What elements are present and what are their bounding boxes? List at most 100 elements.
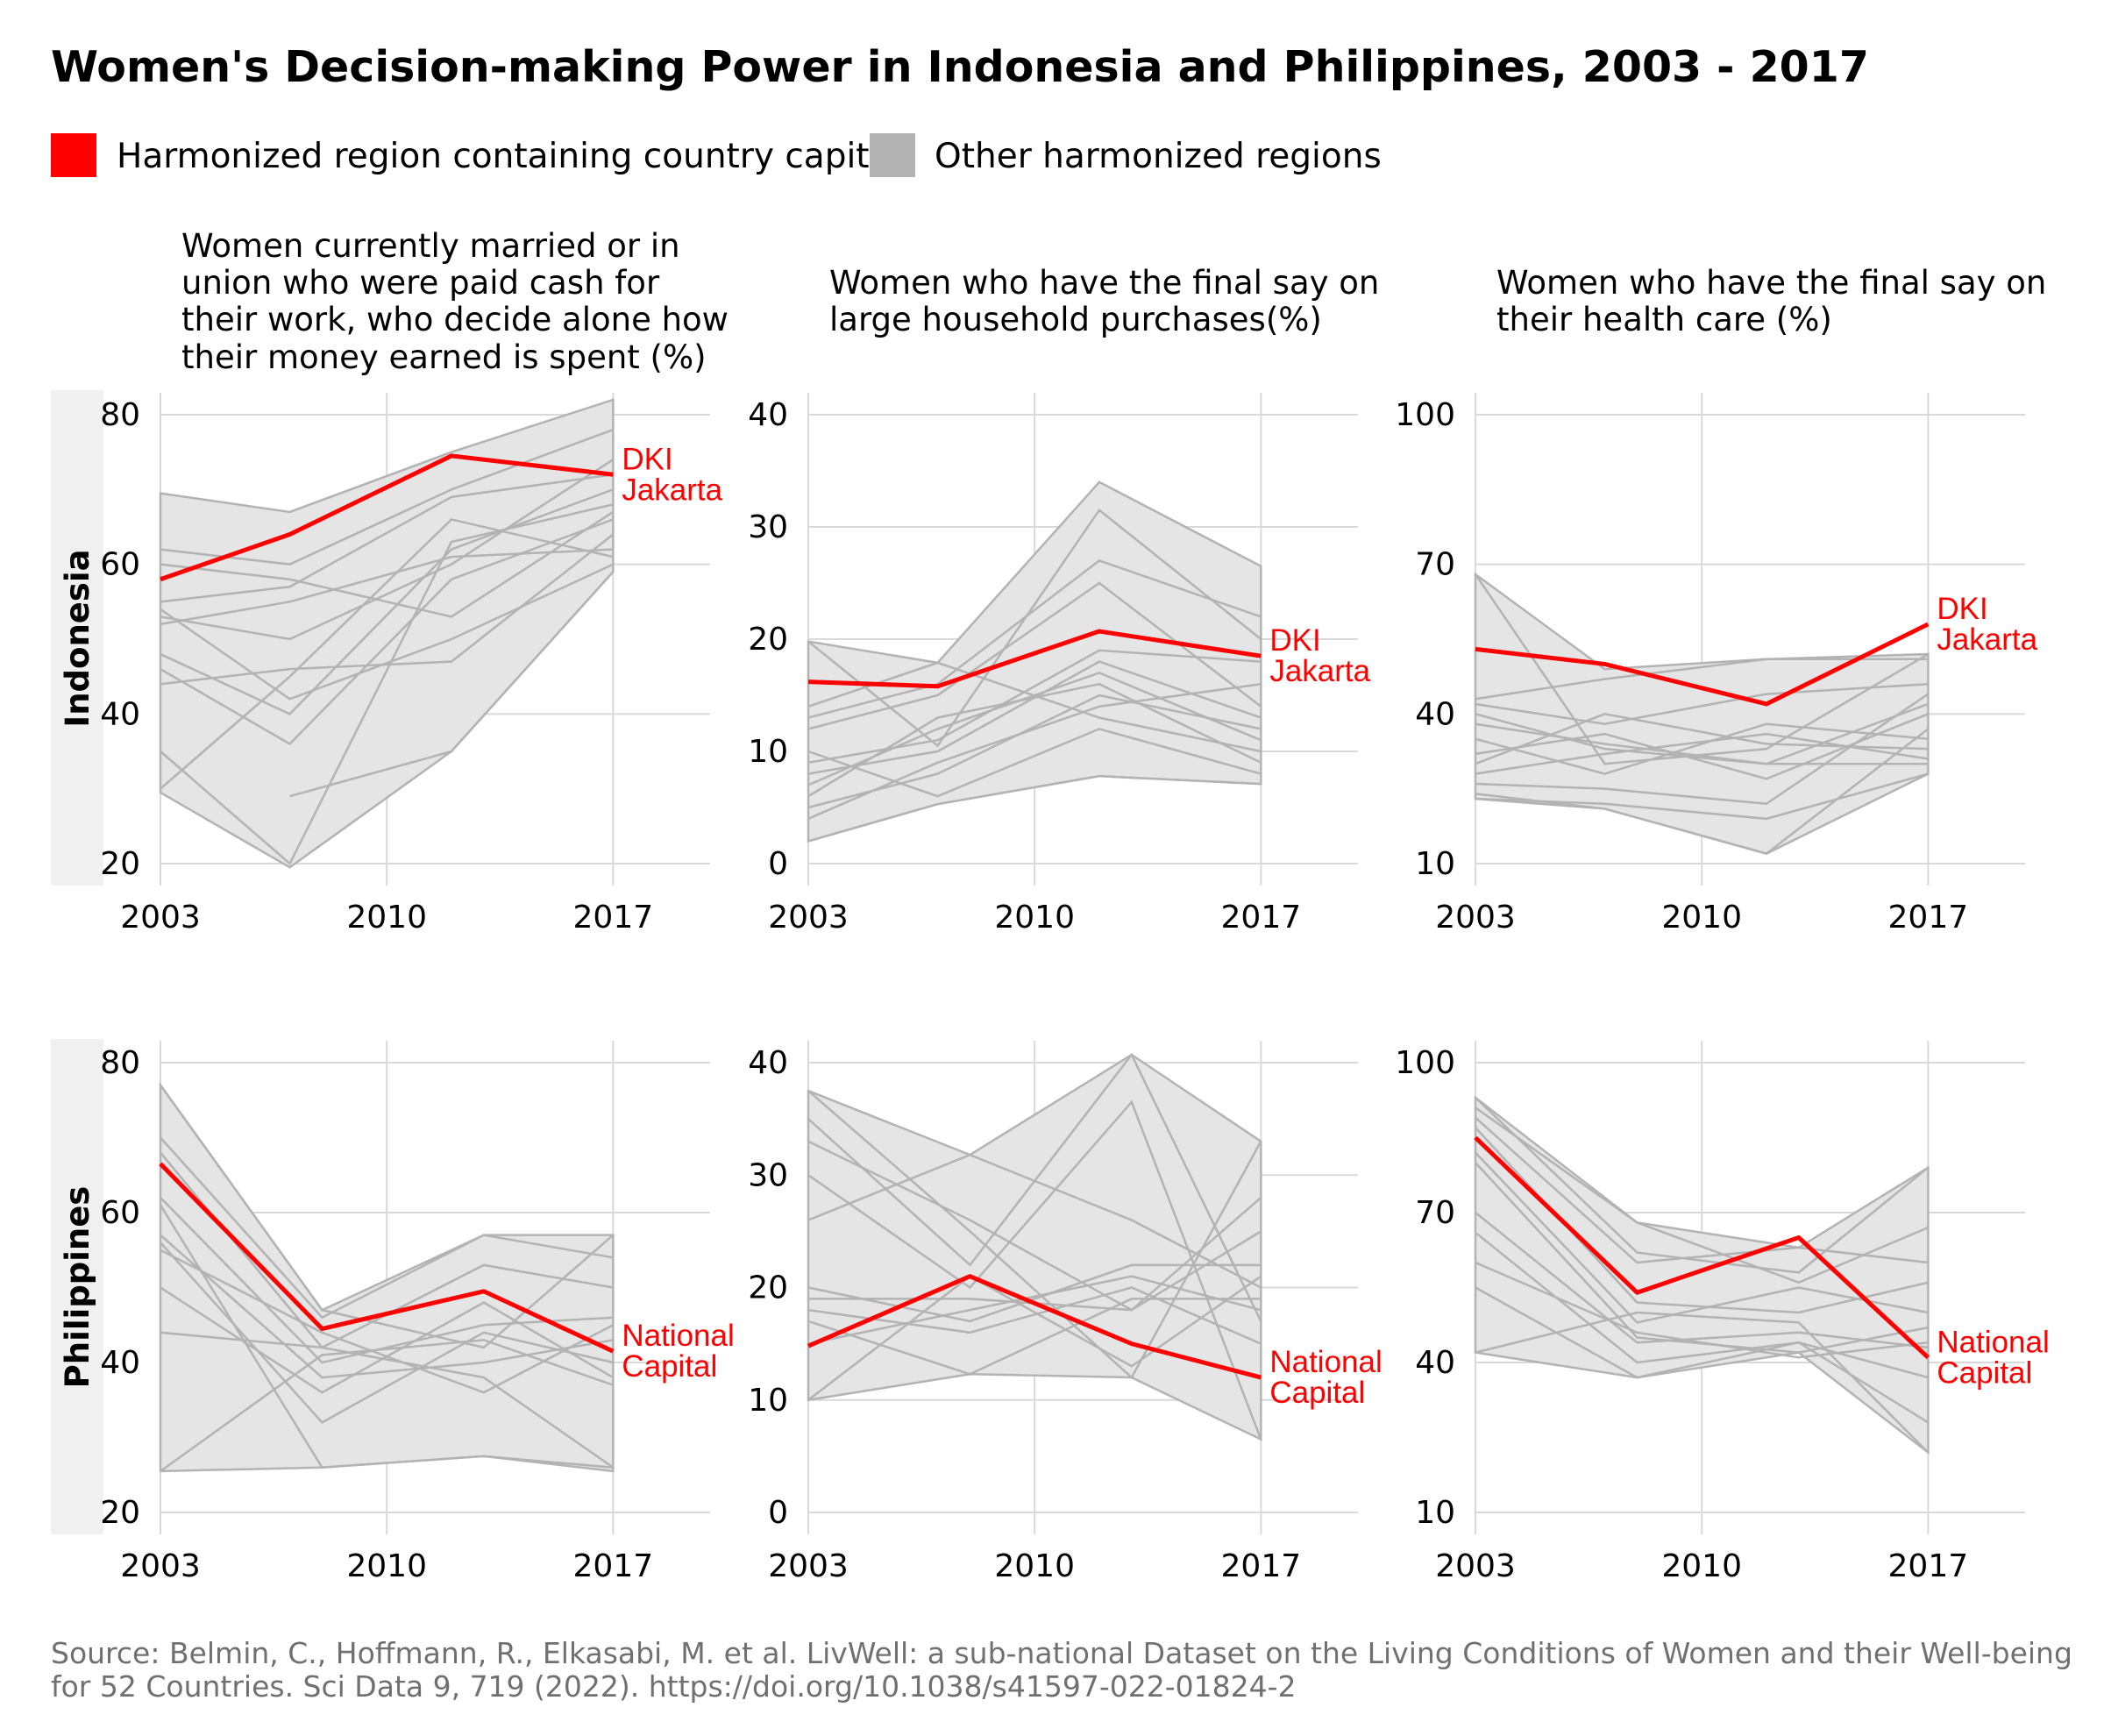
column-titles: Women currently married or in union who … (181, 227, 2046, 376)
y-tick-label: 80 (100, 1045, 140, 1081)
x-tick-label: 2003 (768, 900, 849, 936)
y-tick-label: 10 (748, 734, 788, 770)
legend-swatch-other (870, 133, 915, 177)
y-tick-label: 60 (100, 1195, 140, 1231)
other-region-line (289, 571, 615, 798)
capital-end-label: DKI (1269, 623, 1320, 658)
y-tick-label: 0 (768, 846, 788, 882)
x-tick-label: 2010 (1661, 1548, 1742, 1584)
row-strip-indonesia (51, 390, 103, 886)
other-region-line (160, 1234, 614, 1379)
y-tick-label: 0 (768, 1495, 788, 1531)
col-title-2-line-1: their health care (%) (1496, 301, 1832, 338)
y-tick-label: 100 (1395, 397, 1455, 433)
capital-end-label: DKI (1937, 592, 1987, 626)
capital-region-line (807, 1274, 1262, 1380)
x-tick-label: 2017 (573, 1548, 654, 1584)
other-region-line (807, 682, 1262, 820)
other-region-line (160, 459, 615, 641)
x-tick-label: 2003 (1435, 1548, 1516, 1584)
other-region-line (160, 548, 614, 626)
capital-end-label: Jakarta (1269, 654, 1370, 688)
capital-end-label: Jakarta (1937, 623, 2037, 657)
row-strip-philippines (51, 1039, 103, 1534)
y-tick-label: 30 (748, 1157, 788, 1193)
other-region-line (160, 1136, 614, 1320)
other-region-line (807, 559, 1262, 719)
other-region-line (160, 1331, 615, 1469)
other-region-line (160, 533, 615, 686)
y-tick-label: 20 (100, 1495, 140, 1531)
capital-region-line (159, 1162, 615, 1354)
other-region-line (160, 510, 615, 618)
legend: Harmonized region containing country cap… (51, 133, 1382, 177)
other-region-line (1475, 713, 1929, 765)
y-tick-label: 10 (1415, 846, 1455, 882)
x-tick-label: 2010 (346, 900, 427, 936)
y-tick-label: 20 (748, 1270, 788, 1306)
row-strips: Indonesia Philippines (51, 390, 103, 1534)
other-region-line (807, 1275, 1262, 1401)
y-tick-label: 60 (100, 547, 140, 583)
legend-label-capital: Harmonized region containing country cap… (117, 137, 899, 176)
capital-end-label: Jakarta (622, 473, 722, 507)
other-region-line (807, 649, 1262, 765)
x-tick-label: 2003 (120, 1548, 201, 1584)
y-tick-label: 10 (1415, 1495, 1455, 1531)
other-region-line (1475, 1311, 1930, 1454)
y-tick-label: 100 (1395, 1045, 1455, 1081)
y-tick-label: 40 (100, 696, 140, 732)
y-tick-label: 40 (1415, 1345, 1455, 1381)
col-title-1-line-1: large household purchases(%) (829, 301, 1322, 338)
x-tick-label: 2010 (994, 1548, 1075, 1584)
capital-end-label: National (1269, 1345, 1382, 1379)
capital-end-label: Capital (1937, 1355, 2032, 1390)
capital-region-line (1475, 622, 1930, 707)
chart-title: Women's Decision-making Power in Indones… (51, 42, 1869, 92)
x-tick-label: 2003 (120, 900, 201, 936)
col-title-0-line-2: their work, who decide alone how (181, 301, 729, 338)
other-region-line (1475, 693, 1930, 806)
other-region-line (1475, 1096, 1930, 1274)
other-region-line (160, 488, 614, 715)
capital-region-line (1474, 1135, 1930, 1360)
y-tick-label: 20 (100, 846, 140, 882)
y-tick-label: 70 (1415, 547, 1455, 583)
other-region-line (807, 728, 1262, 798)
legend-swatch-capital (51, 133, 96, 177)
other-region-line (160, 1242, 614, 1424)
other-region-line (159, 1084, 615, 1349)
other-region-line (1475, 1261, 1929, 1359)
y-tick-label: 40 (748, 397, 788, 433)
capital-end-label: National (622, 1319, 734, 1353)
other-region-line (1475, 702, 1929, 765)
x-tick-label: 2017 (573, 900, 654, 936)
y-tick-label: 10 (748, 1383, 788, 1419)
y-tick-label: 80 (100, 397, 140, 433)
col-title-0-line-1: union who were paid cash for (181, 264, 660, 302)
x-tick-label: 2010 (994, 900, 1075, 936)
other-region-line (160, 518, 614, 746)
x-tick-label: 2003 (768, 1548, 849, 1584)
x-tick-label: 2010 (346, 1548, 427, 1584)
other-region-line (160, 1151, 614, 1349)
range-band (159, 1081, 615, 1473)
other-region-line (1475, 658, 1929, 701)
other-region-line (1475, 722, 1929, 775)
capital-end-label: Capital (1269, 1376, 1365, 1410)
other-region-line (160, 563, 614, 701)
x-tick-label: 2017 (1888, 900, 1969, 936)
capital-region-line (807, 629, 1262, 689)
y-tick-label: 20 (748, 622, 788, 658)
col-title-0-line-0: Women currently married or in (181, 227, 680, 265)
other-region-line (160, 503, 614, 865)
other-region-line (807, 508, 1262, 748)
other-region-line (159, 1204, 614, 1469)
y-tick-label: 70 (1415, 1195, 1455, 1231)
